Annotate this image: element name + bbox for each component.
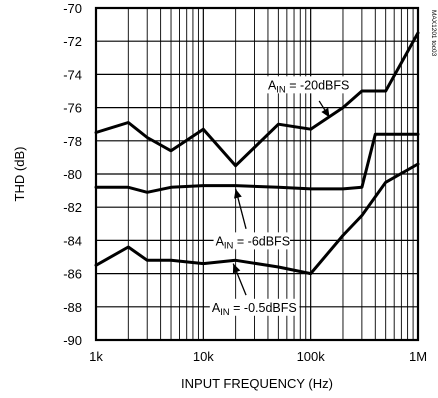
series-label: AIN = -6dBFS xyxy=(216,234,290,251)
series-annotation: AIN = -6dBFS xyxy=(213,188,290,251)
series-line xyxy=(94,132,420,194)
series-line xyxy=(94,31,420,168)
y-tick-label: -90 xyxy=(63,333,82,348)
x-tick-label: 1M xyxy=(409,349,427,364)
series-annotation: AIN = -0.5dBFS xyxy=(209,263,300,318)
annotation-arrowhead xyxy=(321,107,330,118)
y-tick-label: -74 xyxy=(63,67,82,82)
series-group xyxy=(94,31,420,276)
label-background xyxy=(209,298,300,316)
x-axis-title: INPUT FREQUENCY (Hz) xyxy=(181,376,333,391)
y-tick-label: -72 xyxy=(63,34,82,49)
y-tick-label: -82 xyxy=(63,200,82,215)
x-tick-label: 100k xyxy=(297,349,326,364)
y-tick-label: -84 xyxy=(63,233,82,248)
series-line xyxy=(94,162,420,276)
figure-id-watermark: MAX1201 toc03 xyxy=(430,10,437,57)
series-label: AIN = -0.5dBFS xyxy=(212,301,297,318)
y-axis-title: THD (dB) xyxy=(12,147,27,202)
y-tick-label: -76 xyxy=(63,101,82,116)
y-tick-label: -70 xyxy=(63,1,82,16)
y-tick-label: -80 xyxy=(63,167,82,182)
y-tick-label: -86 xyxy=(63,267,82,282)
label-background xyxy=(265,76,349,94)
y-tick-label: -88 xyxy=(63,300,82,315)
tick-labels: -70 -72 -74 -76 -78 -80 -82 -84 -86 -88 -90 1k 10k 10… xyxy=(63,1,427,364)
grid xyxy=(96,8,418,340)
plot-frame xyxy=(94,6,420,342)
series-label: AIN = -20dBFS xyxy=(268,78,349,95)
annotations: AIN = -20dBFS AIN = -6dBFS AIN = -0.5dBFS xyxy=(209,76,349,318)
label-background xyxy=(213,232,290,250)
x-tick-label: 10k xyxy=(193,349,214,364)
series-annotation: AIN = -20dBFS xyxy=(265,76,349,118)
y-tick-label: -78 xyxy=(63,134,82,149)
x-tick-label: 1k xyxy=(89,349,103,364)
annotation-arrowhead xyxy=(232,263,241,274)
annotation-arrowhead xyxy=(234,188,242,199)
